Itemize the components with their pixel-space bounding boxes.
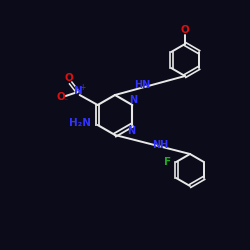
Text: HN: HN bbox=[134, 80, 150, 90]
Text: F: F bbox=[164, 157, 171, 167]
Text: ⁻: ⁻ bbox=[64, 96, 68, 106]
Text: O: O bbox=[180, 25, 190, 35]
Text: N: N bbox=[74, 86, 83, 96]
Text: N: N bbox=[129, 95, 137, 105]
Text: H₂N: H₂N bbox=[69, 118, 91, 128]
Text: NH: NH bbox=[152, 140, 168, 149]
Text: N: N bbox=[127, 126, 135, 136]
Text: +: + bbox=[80, 82, 86, 92]
Text: O: O bbox=[64, 73, 73, 83]
Text: O: O bbox=[56, 92, 65, 102]
